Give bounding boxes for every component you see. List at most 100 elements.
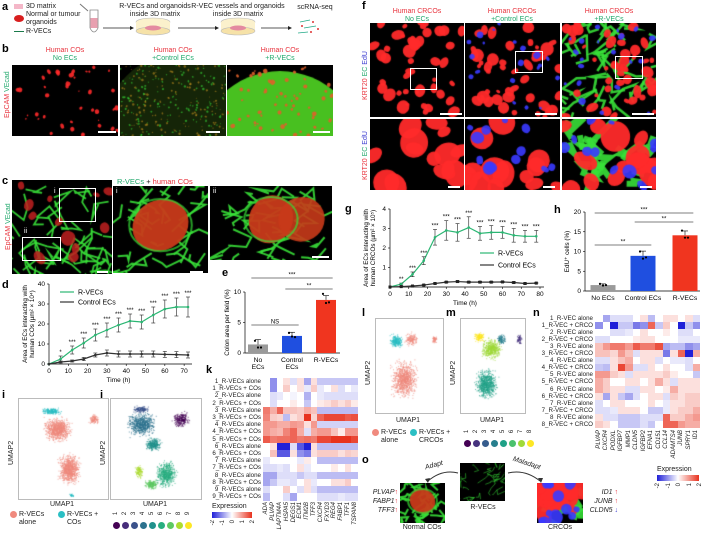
heatmap-cell — [276, 406, 284, 415]
heatmap-cell — [602, 315, 611, 323]
y-tick-label: 10 — [38, 341, 46, 348]
heatmap-cell — [269, 471, 277, 480]
umap-l-scatter — [375, 318, 444, 414]
heatmap-cell — [692, 329, 701, 337]
maladapt-arrow-icon — [507, 471, 541, 482]
category-label: R-VECs — [314, 357, 339, 364]
heatmap-cell — [625, 336, 633, 344]
heatmap-cell — [647, 322, 656, 330]
heatmap-cell — [655, 392, 663, 400]
cluster-swatch — [176, 522, 183, 530]
cluster-legend-item: 5 — [148, 510, 157, 535]
heatmap-cell — [617, 413, 626, 422]
scale-bar — [98, 131, 116, 133]
step-1-label: R-VECs and organoids inside 3D matrix — [119, 3, 191, 18]
heatmap-cell — [297, 493, 305, 501]
x-tick-label: 50 — [142, 368, 150, 375]
y-tick-label: 0 — [237, 350, 241, 357]
stain-epcam: EpCAM — [4, 93, 11, 118]
data-point — [399, 285, 403, 289]
heatmap-cell — [297, 392, 305, 400]
heatmap-cell — [632, 392, 641, 400]
heatmap-column-label: CD151 — [655, 429, 662, 449]
heatmap-row-label: 9_R-VECs alone — [214, 486, 261, 493]
heatmap-cell — [595, 406, 603, 414]
y-tick-label: 30 — [38, 301, 46, 308]
heatmap-cell — [317, 406, 325, 415]
panel-f-stain-label-top: KRT20 EC EdU — [362, 51, 369, 100]
category-label: No ECs — [591, 295, 615, 302]
step-3-label: scRNA-seq — [297, 4, 333, 11]
heatmap-cell — [331, 428, 339, 436]
heatmap-cell — [595, 371, 603, 379]
significance-label: *** — [127, 308, 135, 314]
significance-label: *** — [488, 220, 496, 226]
micrograph-b-no-ecs — [12, 65, 118, 136]
heatmap-cell — [602, 322, 611, 330]
y-tick-label: 40 — [38, 281, 46, 288]
heatmap-cell — [677, 420, 686, 429]
heatmap-cell — [337, 442, 345, 451]
heatmap-cell — [662, 364, 671, 372]
heatmap-cell — [324, 421, 332, 429]
heatmap-cell — [303, 428, 311, 436]
replicate-point — [598, 282, 602, 285]
heatmap-cell — [655, 343, 663, 351]
heatmap-cell — [610, 378, 618, 386]
heatmap-cell — [324, 435, 332, 444]
bar-control-ecs — [630, 255, 656, 291]
heatmap-cell — [610, 406, 618, 414]
inset-i-tag: i — [116, 188, 118, 195]
heatmap-cell — [351, 435, 359, 444]
heatmap-cell — [692, 336, 701, 344]
replicate-point — [324, 301, 328, 305]
legend-matrix: 3D matrix — [26, 3, 56, 10]
rvec-icon — [14, 31, 24, 32]
cluster-legend-item: 6 — [157, 510, 166, 535]
heatmap-cell — [283, 471, 291, 480]
heatmap-cell — [290, 421, 298, 429]
y-tick-label: 10 — [234, 289, 242, 296]
heatmap-cell — [685, 406, 693, 414]
heatmap-cell — [640, 371, 648, 379]
heatmap-cell — [595, 343, 603, 351]
o-left-label: Normal COs — [402, 524, 442, 531]
heatmap-cell — [662, 399, 671, 407]
bar-r-vecs — [672, 235, 698, 291]
heatmap-cell — [310, 406, 318, 415]
heatmap-cell — [595, 350, 603, 358]
heatmap-cell — [344, 414, 352, 422]
heatmap-cell — [351, 385, 359, 393]
heatmap-cell — [297, 385, 305, 393]
micrograph-f-rvecs — [562, 23, 656, 117]
heatmap-cell — [595, 392, 603, 400]
heatmap-cell — [617, 336, 626, 344]
heatmap-cell — [610, 357, 618, 365]
inset-label-i: i — [54, 188, 56, 195]
heatmap-cell — [276, 471, 284, 480]
heatmap-cell — [303, 435, 311, 444]
heatmap-cell — [655, 420, 663, 429]
cluster-number: 9 — [185, 511, 191, 516]
heatmap-cell — [617, 399, 626, 407]
heatmap-row-label: 3_R-VECs + COs — [212, 414, 261, 421]
x-tick-label: 10 — [405, 291, 413, 298]
panel-c-stain-label: EpCAM VEcad — [5, 203, 12, 250]
heatmap-cell — [617, 364, 626, 372]
heatmap-cell — [595, 364, 603, 372]
f-inset-box-1 — [410, 68, 437, 90]
heatmap-cell — [331, 435, 339, 444]
heatmap-cell — [263, 457, 271, 465]
heatmap-cell — [677, 322, 686, 330]
o-right-genes: ID1 ↑ JUNB ↑ CLDN5 ↓ — [588, 488, 618, 515]
heatmap-column-label: LAPTM4A — [277, 502, 283, 530]
heatmap-row-label: 7_R-VECs + COs — [212, 464, 261, 472]
heatmap-cell — [283, 486, 291, 494]
data-point — [175, 305, 178, 309]
heatmap-cell — [283, 399, 291, 408]
replicate-point — [601, 284, 605, 287]
panel-b-stain-label: EpCAM VEcad — [4, 71, 11, 118]
cluster-number: 8 — [176, 511, 182, 516]
significance-label: *** — [521, 224, 529, 230]
cluster-legend-item: 3 — [130, 510, 139, 535]
